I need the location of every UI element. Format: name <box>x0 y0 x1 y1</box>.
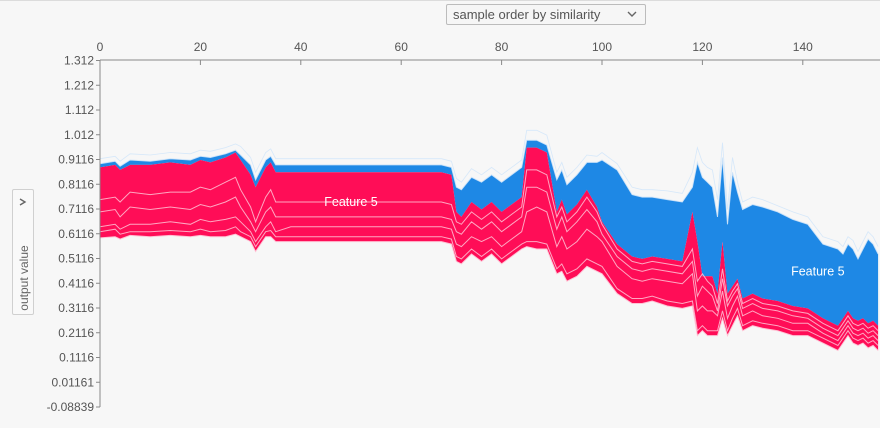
x-tick-label: 100 <box>592 40 612 54</box>
positive-effects-band <box>100 147 879 351</box>
feature-separator-b3 <box>100 186 879 337</box>
y-tick-label: 0.3116 <box>58 301 94 315</box>
x-tick-label: 20 <box>194 40 208 54</box>
x-tick-label: 0 <box>97 40 104 54</box>
y-tick-label: 0.2116 <box>58 326 94 340</box>
y-tick-label: 0.6116 <box>58 227 94 241</box>
feature-separator-b1 <box>100 226 879 347</box>
base-value-line <box>100 233 879 352</box>
x-tick-label: 40 <box>294 40 308 54</box>
y-tick-label: 0.1116 <box>59 351 94 365</box>
feature-separator-b2 <box>100 206 879 342</box>
chevron-right-icon <box>19 198 27 206</box>
x-tick-label: 80 <box>495 40 509 54</box>
negative-effects-band <box>100 140 879 326</box>
y-tick-label: 1.212 <box>64 78 94 92</box>
x-tick-label: 60 <box>395 40 409 54</box>
x-tick-label: 120 <box>692 40 712 54</box>
y-tick-label: 1.312 <box>64 54 94 68</box>
y-tick-label: 0.9116 <box>58 153 94 167</box>
y-axis-selector[interactable]: output value <box>12 189 34 315</box>
y-tick-label: 1.012 <box>64 128 94 142</box>
feature-separator-b4 <box>100 169 879 332</box>
y-tick-label: 1.112 <box>65 103 94 117</box>
feature-label-2: Feature 5 <box>791 264 845 278</box>
y-tick-label: 0.01161 <box>52 375 95 389</box>
x-tick-label: 140 <box>793 40 813 54</box>
y-tick-label: 0.8116 <box>58 177 94 191</box>
y-tick-label: -0.08839 <box>47 400 95 414</box>
sample-order-select[interactable]: sample order by similarity <box>446 4 646 25</box>
y-tick-label: 0.4116 <box>58 276 94 290</box>
feature-separator-b6 <box>100 139 879 261</box>
y-tick-label: 0.7116 <box>58 202 94 216</box>
chevron-down-icon <box>627 11 637 17</box>
y-tick-label: 0.5116 <box>58 252 94 266</box>
feature-label-1: Feature 5 <box>324 195 378 209</box>
plot-area: Feature 5 Feature 5 <box>100 129 879 352</box>
output-value-line <box>100 129 879 253</box>
sample-order-select-value: sample order by similarity <box>453 7 601 22</box>
